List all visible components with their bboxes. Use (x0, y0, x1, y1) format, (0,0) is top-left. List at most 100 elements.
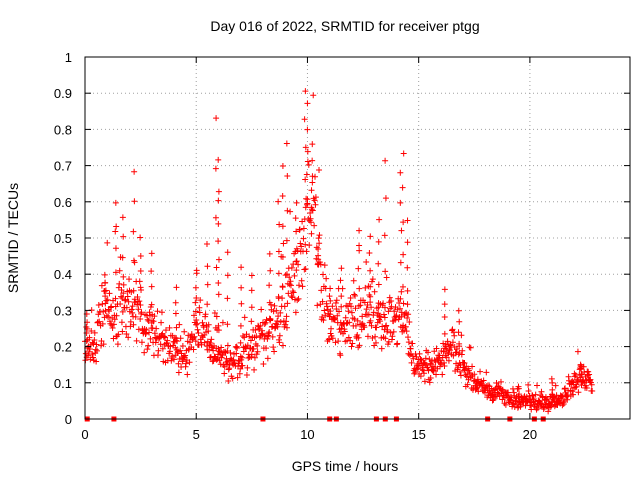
data-point (279, 342, 286, 349)
data-point (306, 242, 313, 249)
data-point (494, 389, 501, 396)
data-point (93, 341, 100, 348)
data-point (346, 319, 353, 326)
y-tick-label: 0.1 (54, 376, 72, 391)
spike-point (102, 279, 109, 286)
spike-point (204, 281, 211, 288)
data-point (89, 350, 96, 357)
spike-point (327, 285, 334, 292)
spike-point (248, 304, 255, 311)
data-point (385, 338, 392, 345)
spike-point (112, 199, 119, 206)
data-point (104, 296, 111, 303)
data-point (314, 302, 321, 309)
data-point (578, 382, 585, 389)
data-point (284, 300, 291, 307)
data-point (328, 325, 335, 332)
spike-point (215, 280, 222, 287)
spike-point (192, 308, 199, 315)
spike-point (224, 272, 231, 279)
spike-point (224, 342, 231, 349)
data-point (129, 309, 136, 316)
data-point (91, 337, 98, 344)
data-point (225, 377, 232, 384)
data-point (351, 316, 358, 323)
data-point (136, 298, 143, 305)
data-point (104, 239, 111, 246)
data-point (309, 207, 316, 214)
data-point (312, 201, 319, 208)
data-point (483, 369, 490, 376)
spike-point (302, 176, 309, 183)
data-point (412, 369, 419, 376)
data-point (363, 306, 370, 313)
data-point (300, 235, 307, 242)
data-point (162, 334, 169, 341)
spike-point (224, 295, 231, 302)
spike-point (213, 115, 220, 122)
data-point (258, 306, 265, 313)
data-point (237, 365, 244, 372)
data-point (323, 275, 330, 282)
data-point (272, 320, 279, 327)
data-point (301, 266, 308, 273)
data-point (345, 308, 352, 315)
data-point (116, 267, 123, 274)
data-point (241, 334, 248, 341)
data-point (184, 371, 191, 378)
y-tick-label: 0.5 (54, 231, 72, 246)
data-point (369, 335, 376, 342)
spike-point (375, 281, 382, 288)
data-point (137, 316, 144, 323)
data-point (403, 328, 410, 335)
spike-point (172, 337, 179, 344)
data-point (559, 402, 566, 409)
data-point (490, 396, 497, 403)
data-point (416, 350, 423, 357)
data-point (213, 356, 220, 363)
data-point (311, 222, 318, 229)
data-point (290, 261, 297, 268)
data-point (98, 282, 105, 289)
spike-point (283, 237, 290, 244)
spike-point (275, 270, 282, 277)
data-point (143, 326, 150, 333)
y-tick-label: 0.9 (54, 86, 72, 101)
data-point (176, 321, 183, 328)
data-point (329, 303, 336, 310)
data-point (363, 258, 370, 265)
spike-point (215, 197, 222, 204)
data-point (85, 352, 92, 359)
data-point (410, 355, 417, 362)
data-point (260, 361, 267, 368)
spike-point (549, 394, 556, 401)
spike-point (303, 171, 310, 178)
data-point (112, 228, 119, 235)
data-point (119, 308, 126, 315)
spike-point (405, 311, 412, 318)
data-point (532, 391, 539, 398)
spike-point (279, 223, 286, 230)
data-point (271, 302, 278, 309)
spike-point (131, 259, 138, 266)
spike-point (102, 300, 109, 307)
data-point (286, 274, 293, 281)
spike-point (238, 264, 245, 271)
data-point (280, 240, 287, 247)
data-point (239, 362, 246, 369)
data-point (94, 347, 101, 354)
data-point (294, 297, 301, 304)
spike-point (284, 207, 291, 214)
spike-point (376, 216, 383, 223)
data-point (100, 341, 107, 348)
data-point (396, 305, 403, 312)
spike-point (578, 365, 585, 372)
data-point (120, 281, 127, 288)
data-point (329, 335, 336, 342)
data-point (384, 326, 391, 333)
spike-point (215, 327, 222, 334)
data-point (288, 293, 295, 300)
data-point (322, 312, 329, 319)
spike-point (293, 258, 300, 265)
data-point (194, 320, 201, 327)
